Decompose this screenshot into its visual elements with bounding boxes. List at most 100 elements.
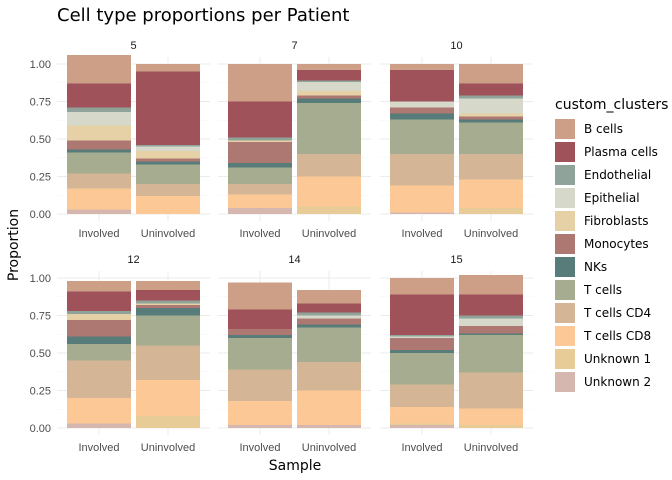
bar-segment-monocytes [136,158,200,162]
bar-segment-unknown-2 [228,425,292,428]
legend-label: Monocytes [584,237,649,251]
bar-segment-plasma-cells [67,291,131,311]
bar-segment-monocytes [297,95,361,99]
bar-segment-t-cells-cd8 [136,196,200,214]
bar-segment-t-cells-cd4 [390,384,454,407]
bar-segment-t-cells-cd4 [228,369,292,401]
bar-segment-t-cells-cd4 [228,184,292,195]
x-tick-label: Involved [240,228,281,240]
legend-swatch [555,257,575,277]
legend-item: Unknown 1 [555,349,651,369]
legend-label: Endothelial [584,168,651,182]
bar-involved [228,282,292,428]
bar-segment-t-cells-cd8 [228,194,292,208]
bar-segment-unknown-1 [459,208,523,214]
bar-segment-b-cells [297,64,361,70]
bar-segment-nks [67,149,131,153]
bar-segment-t-cells [459,122,523,154]
bar-segment-nks [390,113,454,120]
bar-segment-monocytes [297,318,361,325]
bar-segment-t-cells [136,164,200,184]
bar-segment-monocytes [390,107,454,114]
bar-segment-nks [228,163,292,168]
legend-item: B cells [555,119,623,139]
bar-segment-unknown-2 [228,208,292,214]
legend-label: NKs [584,260,607,274]
bar-segment-epithelial [390,336,454,338]
bar-segment-plasma-cells [67,83,131,108]
bar-segment-epithelial [136,146,200,151]
bar-segment-endothelial [390,335,454,337]
bar-segment-t-cells [297,327,361,362]
bar-segment-t-cells-cd8 [390,185,454,213]
legend-item: Plasma cells [555,142,658,162]
bar-uninvolved [459,275,523,428]
bar-segment-epithelial [67,112,131,126]
bar-uninvolved [459,64,523,214]
bar-segment-monocytes [459,116,523,120]
facet-strip-label: 5 [130,40,136,52]
legend-item: Monocytes [555,234,649,254]
legend-swatch [555,142,575,162]
bar-segment-fibroblasts [459,113,523,117]
legend-label: Fibroblasts [584,214,649,228]
legend-label: T cells CD8 [583,329,651,343]
bar-segment-t-cells [459,335,523,373]
legend-item: T cells CD4 [555,303,651,323]
bar-segment-fibroblasts [136,303,200,305]
bar-segment-b-cells [228,64,292,102]
bar-segment-plasma-cells [228,309,292,329]
x-tick-label: Uninvolved [302,442,356,454]
y-tick-label: 0.25 [30,386,51,398]
bar-segment-t-cells [67,344,131,361]
bar-segment-b-cells [297,290,361,304]
bar-segment-plasma-cells [390,294,454,335]
bar-segment-monocytes [67,320,131,337]
bar-segment-t-cells-cd8 [459,408,523,425]
bar-segment-t-cells-cd4 [459,372,523,409]
facet-strip-label: 15 [450,254,462,266]
bar-segment-epithelial [390,101,454,108]
bar-segment-b-cells [67,55,131,84]
bar-segment-t-cells-cd4 [67,173,131,189]
bar-segment-t-cells-cd4 [136,345,200,380]
bar-segment-nks [297,98,361,103]
bar-segment-unknown-1 [390,423,454,425]
bar-segment-nks [459,119,523,123]
facet-strip-label: 7 [291,40,297,52]
bar-segment-unknown-2 [67,209,131,214]
bar-involved [390,278,454,428]
legend-swatch [555,234,575,254]
bar-segment-unknown-2 [297,425,361,428]
bar-segment-unknown-2 [67,423,131,428]
bar-segment-fibroblasts [136,151,200,159]
bar-segment-t-cells [67,152,131,174]
legend-label: Plasma cells [584,145,658,159]
bar-segment-nks [136,308,200,316]
bar-segment-endothelial [67,107,131,112]
bar-segment-t-cells-cd4 [67,360,131,398]
panel-patient-15: 15 Involved Uninvolved [380,254,533,454]
x-tick-label: Uninvolved [302,228,356,240]
bar-segment-b-cells [390,278,454,295]
bar-segment-endothelial [297,80,361,82]
bar-segment-b-cells [459,64,523,84]
panel-patient-12: 12 0.00 0.25 0.50 0.75 1.00 Involved Uninvolved [30,254,210,454]
bar-uninvolved [297,290,361,428]
bar-segment-b-cells [136,64,200,72]
legend-swatch [555,372,575,392]
bar-involved [67,55,131,214]
legend-swatch [555,119,575,139]
legend-item: Fibroblasts [555,211,649,231]
bar-segment-t-cells-cd8 [228,401,292,425]
bar-segment-t-cells-cd8 [136,380,200,416]
x-tick-label: Uninvolved [464,228,518,240]
bar-segment-monocytes [228,142,292,163]
bar-segment-t-cells-cd8 [297,390,361,425]
y-tick-label: 1.00 [30,273,51,285]
bar-segment-nks [136,161,200,165]
bar-segment-plasma-cells [136,71,200,145]
bar-segment-b-cells [136,281,200,290]
y-tick-label: 0.75 [30,311,51,323]
